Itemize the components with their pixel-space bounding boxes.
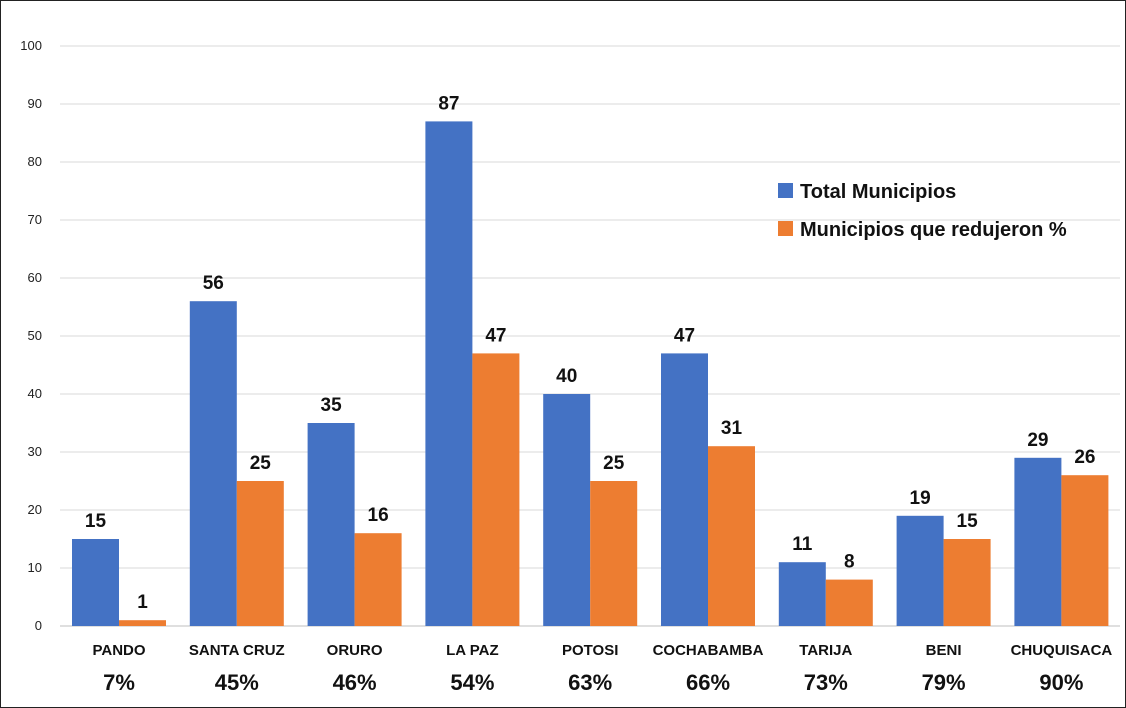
percentage-label: 7% (103, 670, 135, 695)
bar-reduced-tarija (825, 579, 873, 626)
data-label: 35 (321, 395, 343, 416)
data-label: 26 (1074, 447, 1095, 468)
bar-total-beni (896, 515, 944, 626)
percentage-label: 63% (568, 670, 612, 695)
data-label: 40 (556, 366, 577, 387)
bar-total-chuquisaca (1014, 457, 1062, 626)
bar-total-pando (72, 539, 119, 626)
data-label: 56 (203, 273, 224, 294)
legend-label: Municipios que redujeron % (800, 219, 1067, 241)
x-tick-label: LA PAZ (446, 642, 499, 659)
x-tick-label: PANDO (92, 642, 145, 659)
data-label: 87 (438, 93, 459, 114)
y-tick-label: 100 (20, 38, 42, 53)
data-label: 15 (85, 511, 107, 532)
bar-reduced-la-paz (472, 353, 520, 626)
bar-reduced-cochabamba (708, 446, 755, 626)
data-label: 25 (250, 453, 272, 474)
bar-reduced-beni (943, 539, 991, 626)
percentage-label: 73% (804, 670, 848, 695)
data-label: 11 (792, 534, 813, 555)
bar-total-tarija (778, 562, 826, 626)
x-tick-label: POTOSI (562, 642, 618, 659)
y-tick-label: 30 (28, 444, 42, 459)
y-tick-label: 80 (28, 154, 42, 169)
y-tick-label: 40 (28, 386, 42, 401)
x-tick-label: COCHABAMBA (653, 642, 764, 659)
data-label: 1 (137, 592, 148, 613)
bar-total-la-paz (425, 121, 473, 627)
x-tick-label: ORURO (327, 642, 383, 659)
x-tick-label: SANTA CRUZ (189, 642, 285, 659)
y-tick-label: 10 (28, 560, 42, 575)
data-label: 16 (368, 505, 389, 526)
y-tick-label: 60 (28, 270, 42, 285)
data-label: 47 (674, 325, 695, 346)
percentage-label: 46% (333, 670, 377, 695)
legend-label: Total Municipios (800, 181, 956, 203)
data-label: 47 (485, 325, 506, 346)
bar-total-santa-cruz (189, 301, 237, 626)
x-tick-label: TARIJA (799, 642, 852, 659)
bar-total-oruro (307, 423, 355, 626)
percentage-label: 79% (922, 670, 966, 695)
percentage-label: 90% (1039, 670, 1083, 695)
y-tick-label: 70 (28, 212, 42, 227)
data-label: 29 (1027, 430, 1048, 451)
bar-reduced-oruro (354, 533, 402, 626)
bar-reduced-santa-cruz (236, 481, 284, 626)
data-label: 31 (721, 418, 743, 439)
bar-total-cochabamba (661, 353, 708, 626)
x-tick-label: CHUQUISACA (1011, 642, 1113, 659)
x-tick-label: BENI (926, 642, 962, 659)
data-label: 25 (603, 453, 625, 474)
bar-reduced-potosi (590, 481, 638, 626)
percentage-label: 66% (686, 670, 730, 695)
legend-swatch (778, 221, 793, 236)
bar-reduced-chuquisaca (1061, 475, 1109, 626)
y-tick-label: 0 (35, 618, 42, 633)
bar-total-potosi (543, 394, 591, 626)
bar-reduced-pando (119, 620, 166, 626)
percentage-label: 54% (450, 670, 494, 695)
legend-swatch (778, 183, 793, 198)
percentage-label: 45% (215, 670, 259, 695)
y-tick-label: 90 (28, 96, 42, 111)
y-tick-label: 50 (28, 328, 42, 343)
y-tick-label: 20 (28, 502, 42, 517)
data-label: 15 (957, 511, 979, 532)
data-label: 19 (910, 488, 931, 509)
data-label: 8 (844, 552, 855, 573)
